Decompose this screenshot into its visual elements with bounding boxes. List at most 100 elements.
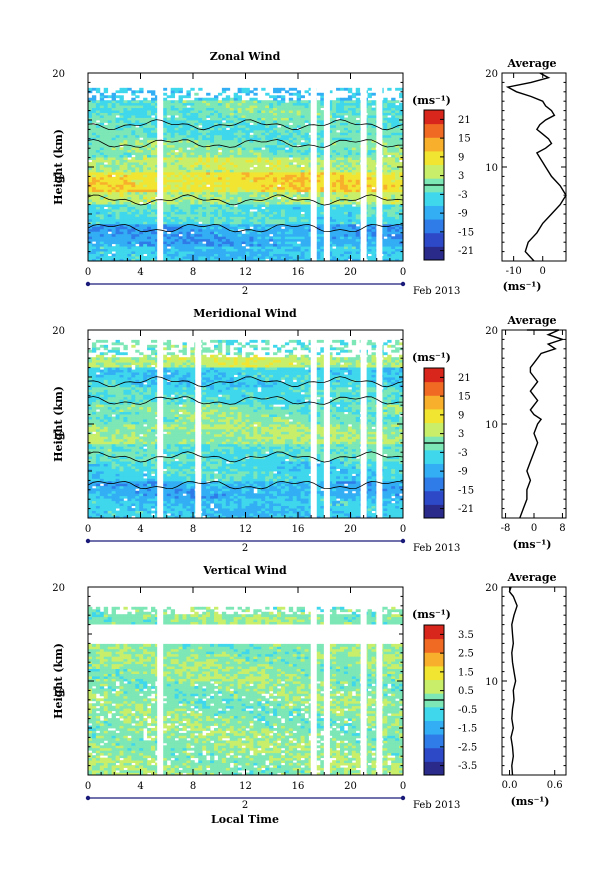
heatmap-cell [194, 194, 199, 198]
heatmap-cell [131, 186, 136, 190]
heatmap-cell [269, 149, 274, 153]
heatmap-cell [233, 122, 239, 126]
heatmap-cell [300, 243, 305, 247]
heatmap-cell [229, 211, 235, 215]
heatmap-cell [143, 142, 148, 146]
heatmap-cell [131, 218, 136, 222]
heatmap-cell [123, 231, 128, 235]
heatmap-cell [107, 154, 113, 158]
heatmap-cell [265, 102, 270, 106]
heatmap-cell [316, 132, 321, 136]
heatmap-cell [347, 157, 353, 160]
heatmap-cell [91, 179, 97, 183]
heatmap-cell [162, 218, 168, 222]
heatmap-cell [288, 214, 294, 217]
heatmap-cell [88, 218, 93, 222]
heatmap-cell [182, 117, 187, 121]
heatmap-cell [387, 236, 392, 240]
heatmap-cell [340, 144, 345, 148]
heatmap-cell [320, 204, 325, 207]
heatmap-cell [182, 241, 187, 245]
heatmap-cell [265, 132, 270, 136]
heatmap-cell [241, 233, 246, 237]
heatmap-cell [261, 149, 266, 153]
heatmap-cell [91, 228, 97, 232]
heatmap-cell [202, 147, 207, 151]
heatmap-cell [166, 112, 172, 116]
heatmap-cell [95, 169, 101, 173]
heatmap-cell [166, 120, 172, 123]
heatmap-cell [99, 204, 105, 207]
heatmap-cell [245, 204, 250, 207]
heatmap-cell [174, 154, 179, 158]
heatmap-cell [387, 218, 392, 222]
heatmap-cell [336, 171, 341, 175]
heatmap-cell [233, 186, 239, 190]
heatmap-cell [265, 149, 270, 153]
heatmap-cell [288, 139, 294, 143]
heatmap-cell [308, 253, 313, 257]
heatmap-cell [332, 258, 337, 261]
heatmap-cell [217, 233, 223, 237]
heatmap-cell [277, 241, 282, 245]
heatmap-cell [111, 157, 116, 160]
heatmap-cell [206, 201, 211, 205]
heatmap-cell [273, 189, 278, 193]
heatmap-cell [288, 147, 294, 151]
heatmap-cell [383, 110, 388, 113]
heatmap-cell [316, 214, 321, 217]
heatmap-cell [166, 256, 172, 259]
heatmap-cell [210, 199, 215, 203]
heatmap-cell [308, 191, 313, 195]
heatmap-cell [88, 107, 93, 111]
heatmap-cell [277, 199, 282, 203]
heatmap-cell [147, 256, 152, 259]
heatmap-cell [229, 115, 235, 118]
heatmap-cell [395, 204, 400, 207]
heatmap-cell [387, 167, 392, 170]
heatmap-cell [233, 214, 239, 217]
heatmap-cell [166, 258, 172, 261]
heatmap-cell [300, 258, 305, 261]
heatmap-cell [186, 206, 191, 210]
heatmap-cell [304, 196, 309, 200]
heatmap-cell [367, 169, 372, 173]
heatmap-cell [135, 149, 140, 153]
heatmap-cell [328, 147, 333, 151]
heatmap-cell [95, 194, 101, 198]
heatmap-cell [198, 120, 203, 123]
heatmap-cell [265, 142, 270, 146]
heatmap-cell [237, 233, 242, 237]
heatmap-cell [107, 256, 113, 259]
heatmap-cell [91, 147, 97, 151]
heatmap-cell [143, 251, 148, 254]
heatmap-cell [340, 162, 345, 165]
heatmap-cell [343, 144, 349, 148]
heatmap-cell [88, 214, 93, 217]
heatmap-cell [170, 159, 176, 163]
heatmap-cell [277, 258, 282, 261]
heatmap-cell [107, 246, 113, 250]
heatmap-cell [292, 124, 298, 128]
heatmap-cell [190, 169, 195, 173]
heatmap-cell [320, 223, 325, 227]
heatmap-cell [190, 241, 195, 245]
heatmap-cell [221, 149, 227, 153]
heatmap-cell [198, 233, 203, 237]
heatmap-cell [284, 112, 290, 116]
heatmap-cell [320, 256, 325, 259]
heatmap-cell [383, 174, 388, 178]
heatmap-cell [214, 132, 219, 136]
heatmap-cell [347, 204, 353, 207]
heatmap-cell [123, 211, 128, 215]
heatmap-cell [336, 144, 341, 148]
heatmap-cell [277, 144, 282, 148]
heatmap-cell [269, 137, 274, 141]
heatmap-cell [186, 243, 191, 247]
heatmap-cell [217, 248, 223, 252]
heatmap-cell [296, 199, 302, 203]
heatmap-cell [111, 231, 116, 235]
heatmap-cell [186, 191, 191, 195]
heatmap-cell [280, 256, 286, 259]
heatmap-cell [88, 149, 93, 153]
